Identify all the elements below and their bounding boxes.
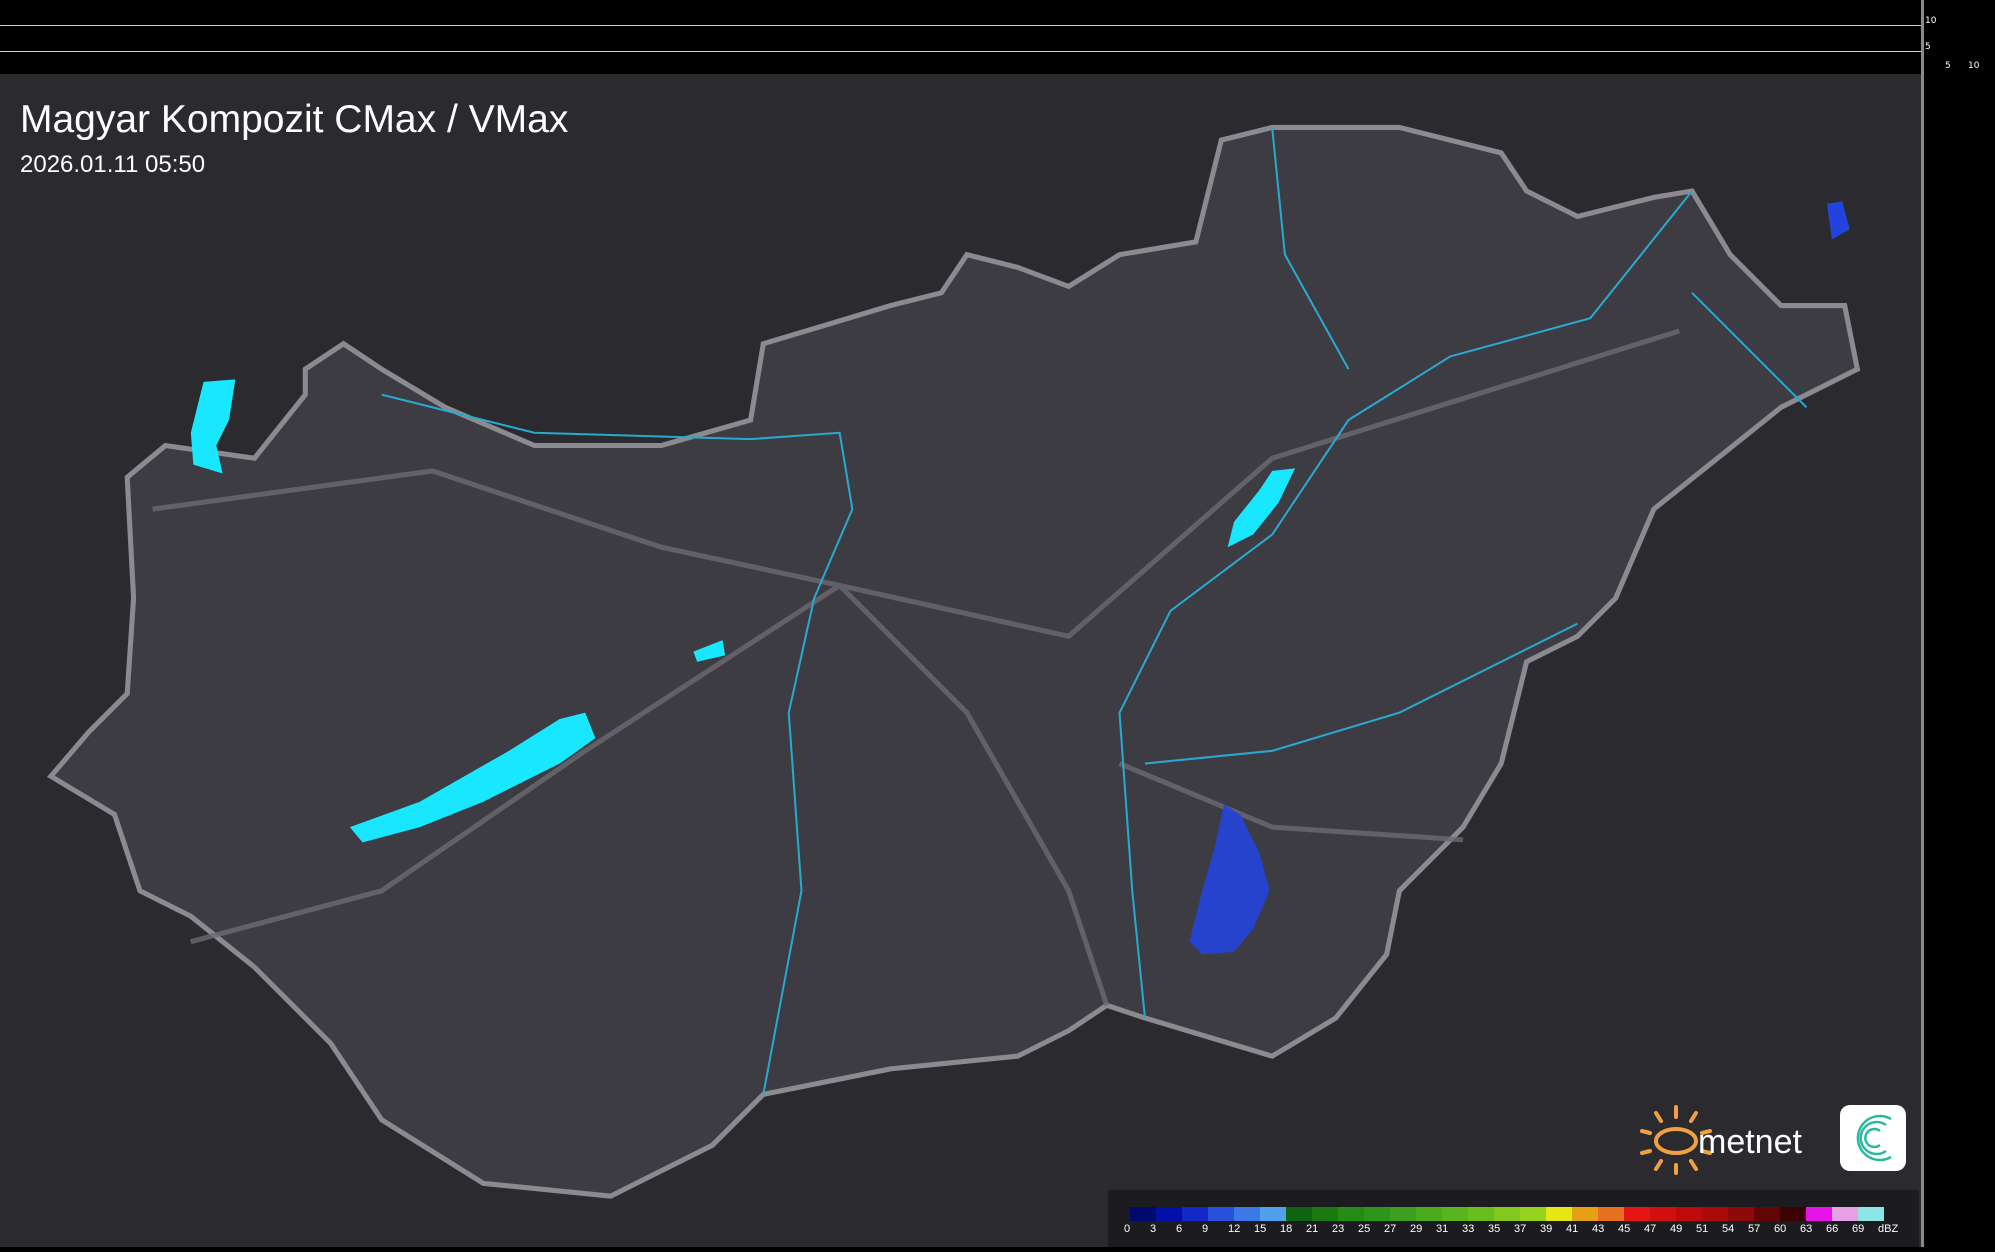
legend-swatch: [1520, 1207, 1546, 1221]
legend-label: 37: [1514, 1223, 1527, 1235]
legend-label: 0: [1124, 1223, 1131, 1235]
legend-swatch: [1286, 1207, 1312, 1221]
metnet-logo-svg: metnet: [1640, 1105, 1906, 1175]
top-scale-band: [0, 0, 1921, 74]
lake-tisza: [1227, 468, 1296, 548]
sun-icon: [1640, 1105, 1712, 1175]
roads: [152, 328, 1681, 1007]
legend-swatch: [1832, 1207, 1858, 1221]
legend-swatch: [1234, 1207, 1260, 1221]
legend-swatch: [1260, 1207, 1286, 1221]
scale-label-h5: 5: [1945, 61, 1951, 71]
legend-swatch: [1806, 1207, 1832, 1221]
legend-label: 9: [1202, 1223, 1209, 1235]
radar-map[interactable]: Magyar Kompozit CMax / VMax 2026.01.11 0…: [0, 74, 1921, 1247]
scale-line-10: [0, 25, 1921, 26]
radar-echo: [1189, 804, 1270, 955]
legend-label: 41: [1566, 1223, 1579, 1235]
rivers: [381, 127, 1808, 1095]
legend-color-bar: [1130, 1207, 1884, 1221]
swirl-icon: [1856, 1114, 1892, 1162]
legend-label: 66: [1826, 1223, 1839, 1235]
legend-label: 29: [1410, 1223, 1423, 1235]
legend-label: 49: [1670, 1223, 1683, 1235]
right-scale-panel: 10 5 5 10: [1921, 0, 1995, 1247]
legend-swatch: [1676, 1207, 1702, 1221]
legend-swatch: [1468, 1207, 1494, 1221]
legend-swatch: [1364, 1207, 1390, 1221]
scale-label-5: 5: [1925, 42, 1931, 52]
legend-swatch: [1572, 1207, 1598, 1221]
map-title: Magyar Kompozit CMax / VMax: [20, 98, 569, 141]
legend-label: 27: [1384, 1223, 1397, 1235]
legend-swatch: [1130, 1207, 1156, 1221]
legend-labels: 0 3 6 9 12 15 18 21 23 25 27 29 31 33 35 37 39 41 43 45 47 49…: [1124, 1223, 1904, 1235]
legend-swatch: [1546, 1207, 1572, 1221]
legend-label: 3: [1150, 1223, 1157, 1235]
legend-swatch: [1182, 1207, 1208, 1221]
scale-label-h10: 10: [1968, 61, 1980, 71]
legend-label: 69: [1852, 1223, 1865, 1235]
legend-swatch: [1312, 1207, 1338, 1221]
legend-label: 43: [1592, 1223, 1605, 1235]
legend-label: 63: [1800, 1223, 1813, 1235]
legend-swatch: [1338, 1207, 1364, 1221]
hungary-map-svg: [46, 124, 1861, 1199]
legend-label: 57: [1748, 1223, 1761, 1235]
legend-label: 51: [1696, 1223, 1709, 1235]
legend-swatch: [1624, 1207, 1650, 1221]
legend-label: 6: [1176, 1223, 1183, 1235]
legend-swatch: [1208, 1207, 1234, 1221]
legend-label: 15: [1254, 1223, 1267, 1235]
legend-swatch: [1390, 1207, 1416, 1221]
lake-balaton: [349, 712, 596, 843]
lake-neusiedl: [190, 379, 236, 474]
legend-swatch: [1416, 1207, 1442, 1221]
legend-swatch: [1780, 1207, 1806, 1221]
legend-label: 47: [1644, 1223, 1657, 1235]
legend-swatch: [1494, 1207, 1520, 1221]
swirl-badge: [1840, 1105, 1906, 1171]
legend-label: 12: [1228, 1223, 1241, 1235]
scale-line-5: [0, 51, 1921, 52]
legend-label: 39: [1540, 1223, 1553, 1235]
legend-swatch: [1702, 1207, 1728, 1221]
metnet-wordmark: metnet: [1698, 1123, 1802, 1161]
legend-label: 18: [1280, 1223, 1293, 1235]
legend-label: 25: [1358, 1223, 1371, 1235]
legend-label: 33: [1462, 1223, 1475, 1235]
legend-swatch: [1754, 1207, 1780, 1221]
legend-label: 23: [1332, 1223, 1345, 1235]
legend-label: 45: [1618, 1223, 1631, 1235]
metnet-logo: metnet: [1636, 1103, 1908, 1175]
legend-unit: dBZ: [1878, 1223, 1899, 1235]
legend-label: 21: [1306, 1223, 1319, 1235]
legend-swatch: [1442, 1207, 1468, 1221]
radar-echo-ne: [1826, 201, 1850, 240]
lake-velence: [693, 640, 726, 662]
legend-label: 54: [1722, 1223, 1735, 1235]
lakes: [190, 379, 1296, 843]
legend-label: 35: [1488, 1223, 1501, 1235]
legend-swatch: [1156, 1207, 1182, 1221]
hungary-country-shape: [46, 124, 1861, 1199]
legend-swatch: [1598, 1207, 1624, 1221]
legend-swatch: [1728, 1207, 1754, 1221]
scale-label-10: 10: [1925, 16, 1937, 26]
dbz-legend: 0 3 6 9 12 15 18 21 23 25 27 29 31 33 35 37 39 41 43 45 47 49…: [1108, 1190, 1919, 1247]
legend-label: 31: [1436, 1223, 1449, 1235]
legend-swatch: [1650, 1207, 1676, 1221]
legend-swatch: [1858, 1207, 1884, 1221]
legend-label: 60: [1774, 1223, 1787, 1235]
map-timestamp: 2026.01.11 05:50: [20, 151, 206, 178]
